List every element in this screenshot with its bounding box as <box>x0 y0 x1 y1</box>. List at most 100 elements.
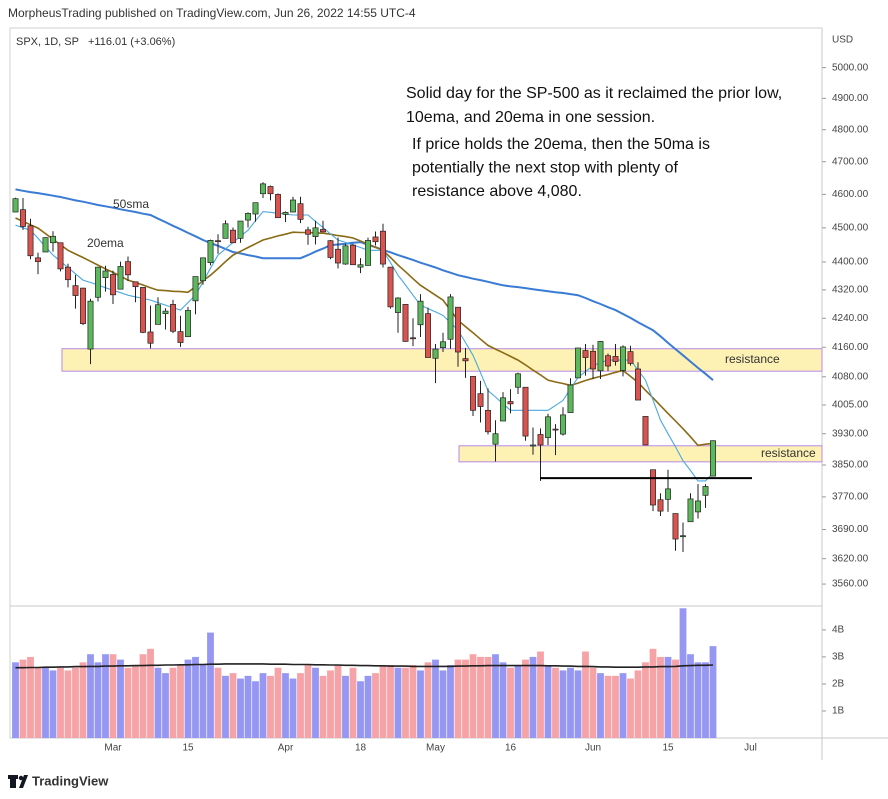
volume-bar <box>649 648 657 738</box>
volume-bar <box>507 667 514 738</box>
y-tick-label: 4700.00 <box>832 156 869 167</box>
x-tick-label: Apr <box>278 743 294 754</box>
x-tick-label: 18 <box>355 743 367 754</box>
volume-bar <box>124 667 132 738</box>
volume-bar <box>642 662 649 738</box>
volume-bar <box>349 667 357 738</box>
candle-body <box>327 240 334 258</box>
resistance-zone <box>458 445 823 463</box>
candle-body <box>155 304 161 325</box>
volume-bar <box>72 667 79 738</box>
candle-body <box>635 368 641 401</box>
y2-tick-label: 3B <box>832 652 845 663</box>
volume-bar <box>709 646 717 738</box>
candle-body <box>575 347 581 379</box>
candle-body <box>72 285 79 296</box>
y2-tick-label: 4B <box>832 625 845 636</box>
candle-body <box>365 240 371 266</box>
volume-bar <box>102 654 109 738</box>
candle-body <box>110 274 116 296</box>
x-tick-label: 16 <box>505 743 517 754</box>
candle-body <box>710 440 716 477</box>
volume-bar <box>447 665 454 738</box>
candle-body <box>170 304 176 332</box>
candle-body <box>147 331 154 344</box>
y-tick-label: 4800.00 <box>832 124 869 135</box>
y-tick-label: 4240.00 <box>832 313 869 324</box>
volume-bar <box>619 673 627 738</box>
volume-bar <box>259 673 267 738</box>
candle-body <box>567 384 574 413</box>
volume-bar <box>634 670 642 738</box>
volume-bar <box>544 665 552 738</box>
candle-body <box>545 416 551 438</box>
candle-body <box>95 266 101 298</box>
resistance-zone <box>61 348 823 372</box>
candle-body <box>252 202 259 215</box>
volume-bar <box>469 654 477 738</box>
volume-bar <box>627 678 634 738</box>
y-tick-label: 5000.00 <box>832 62 869 73</box>
volume-bar <box>424 662 432 738</box>
candle-body <box>35 257 41 262</box>
volume-bar <box>87 654 94 738</box>
candle-body <box>237 220 244 239</box>
volume-bar <box>604 675 612 738</box>
candle-body <box>27 225 34 257</box>
candle-body <box>642 416 649 446</box>
candle-body <box>380 230 386 265</box>
candle-body <box>470 376 476 411</box>
volume-bar <box>334 665 342 738</box>
volume-bar <box>169 667 177 738</box>
candle-body <box>507 401 514 405</box>
ma-line <box>15 663 714 669</box>
volume-bar <box>184 659 192 738</box>
volume-bar <box>559 670 567 738</box>
volume-bar <box>267 675 274 738</box>
candle-body <box>702 486 709 496</box>
volume-bar <box>484 656 492 738</box>
volume-bar <box>477 656 484 738</box>
volume-bar <box>147 648 154 738</box>
candle-body <box>65 266 71 281</box>
volume-bar <box>364 675 372 738</box>
candle-body <box>552 428 559 431</box>
candle-body <box>305 229 311 235</box>
candle-body <box>267 186 274 195</box>
volume-bar <box>687 654 694 738</box>
candle-body <box>455 306 461 353</box>
y-tick-label: 4500.00 <box>832 222 869 233</box>
candle-body <box>590 350 596 370</box>
candle-body <box>185 310 191 338</box>
volume-bar <box>552 667 559 738</box>
volume-bar <box>439 670 447 738</box>
volume-bar <box>229 673 237 738</box>
candle-body <box>657 499 664 512</box>
volume-bar <box>132 665 139 738</box>
candle-body <box>20 209 26 227</box>
y-tick-label: 4900.00 <box>832 93 869 104</box>
candle-body <box>177 331 184 343</box>
candle-body <box>560 414 566 435</box>
volume-bar <box>454 659 462 738</box>
candle-body <box>492 433 499 445</box>
candle-body <box>357 264 364 268</box>
volume-bar <box>589 667 597 738</box>
y-tick-label: 4600.00 <box>832 189 869 200</box>
candle-body <box>425 313 431 358</box>
annotation: Solid day for the SP-500 as it reclaimed… <box>406 85 782 102</box>
candle-body <box>230 229 236 244</box>
candle-body <box>395 297 401 313</box>
volume-bar <box>79 662 87 738</box>
candle-body <box>627 351 634 364</box>
volume-bar <box>49 670 57 738</box>
y-tick-label: 4080.00 <box>832 371 869 382</box>
volume-bar <box>319 675 327 738</box>
symbol: SPX, 1D, SP <box>16 36 79 48</box>
volume-bar <box>372 673 379 738</box>
volume-bar <box>304 665 312 738</box>
volume-bar <box>214 667 222 738</box>
candle-body <box>125 261 131 276</box>
y-tick-label: 3560.00 <box>832 579 869 590</box>
